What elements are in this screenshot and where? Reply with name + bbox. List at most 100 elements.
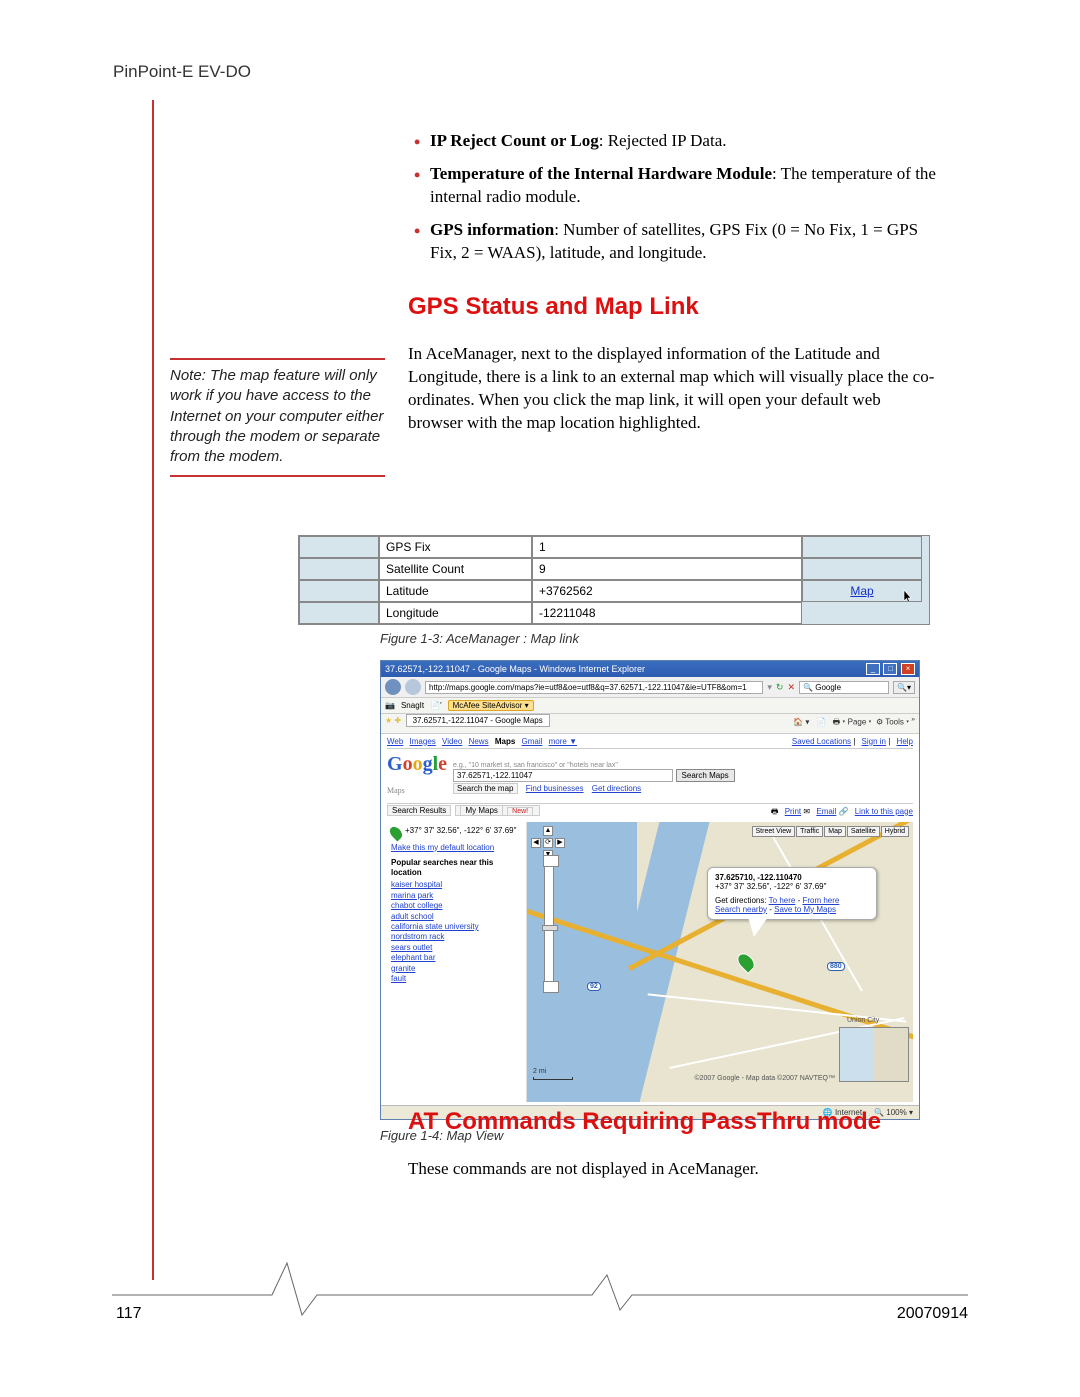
popular-link[interactable]: nordstrom rack xyxy=(391,932,522,942)
map-canvas[interactable]: 92 880 84 Union City ▲ ◀ ▶ ▼ ⟳ xyxy=(527,822,913,1102)
nav-link[interactable]: Images xyxy=(410,737,436,746)
pan-left[interactable]: ◀ xyxy=(531,838,541,848)
bullet-label: GPS information xyxy=(430,220,554,239)
map-type-btn[interactable]: Hybrid xyxy=(881,826,909,837)
url-field[interactable]: http://maps.google.com/maps?ie=utf8&oe=u… xyxy=(425,681,763,694)
nav-link[interactable]: Gmail xyxy=(522,737,543,746)
gps-table: GPS Fix 1 Satellite Count 9 Latitude +37… xyxy=(298,535,930,625)
map-link[interactable]: Map xyxy=(802,580,922,602)
map-type-btn[interactable]: Satellite xyxy=(847,826,880,837)
table-value: -12211048 xyxy=(532,602,802,624)
nav-link[interactable]: Video xyxy=(442,737,462,746)
results-bar: Search Results My Maps New! 🖶 Print ✉ Em… xyxy=(387,803,913,822)
result-item[interactable]: +37° 37' 32.56", -122° 6' 37.69" xyxy=(391,826,522,840)
browser-tab[interactable]: 37.62571,-122.11047 - Google Maps xyxy=(406,714,550,727)
browser-search[interactable]: 🔍 Google xyxy=(799,681,889,694)
close-button[interactable]: × xyxy=(901,663,915,675)
print-link[interactable]: Print xyxy=(785,807,801,816)
tools-menu[interactable]: Tools xyxy=(885,718,904,727)
popular-link[interactable]: adult school xyxy=(391,912,522,922)
email-link[interactable]: Email xyxy=(816,807,836,816)
popular-link[interactable]: california state university xyxy=(391,922,522,932)
pan-up[interactable]: ▲ xyxy=(543,826,553,836)
go-button[interactable]: 🔍▾ xyxy=(893,681,915,694)
map-search-input[interactable]: 37.62571,-122.11047 xyxy=(453,769,673,782)
map-type-btn[interactable]: Street View xyxy=(752,826,796,837)
search-hint: e.g., "10 market st, san francisco" or "… xyxy=(453,762,618,769)
margin-rule xyxy=(152,100,154,1280)
bullet-list: IP Reject Count or Log: Rejected IP Data… xyxy=(408,130,938,265)
popular-link[interactable]: granite xyxy=(391,964,522,974)
nav-link[interactable]: Sign in xyxy=(862,737,886,746)
popular-link[interactable]: kaiser hospital xyxy=(391,880,522,890)
sub-link[interactable]: Get directions xyxy=(592,784,641,793)
results-tab[interactable]: My Maps New! xyxy=(455,805,540,816)
maximize-button[interactable]: □ xyxy=(883,663,897,675)
table-value: +3762562 xyxy=(532,580,802,602)
popular-link[interactable]: elephant bar xyxy=(391,953,522,963)
minimize-button[interactable]: _ xyxy=(866,663,880,675)
table-label: GPS Fix xyxy=(379,536,532,558)
page-menu[interactable]: Page xyxy=(848,718,867,727)
bullet-label: Temperature of the Internal Hardware Mod… xyxy=(430,164,772,183)
toolbar-label: SnagIt xyxy=(401,701,424,710)
nav-link[interactable]: News xyxy=(469,737,489,746)
pan-center[interactable]: ⟳ xyxy=(543,838,553,848)
tab-text: My Maps xyxy=(460,805,502,816)
popular-link[interactable]: sears outlet xyxy=(391,943,522,953)
sub-link[interactable]: Find businesses xyxy=(526,784,584,793)
map-type-btn[interactable]: Map xyxy=(824,826,846,837)
hwy-shield: 880 xyxy=(827,962,845,971)
nav-link-active[interactable]: Maps xyxy=(495,737,515,746)
city-label: Union City xyxy=(847,1017,879,1024)
nav-link[interactable]: Saved Locations xyxy=(792,737,851,746)
popular-searches: Popular searches near this location kais… xyxy=(391,858,522,985)
nav-link[interactable]: Web xyxy=(387,737,403,746)
search-nearby-link[interactable]: Search nearby xyxy=(715,905,767,914)
section-paragraph: In AceManager, next to the displayed inf… xyxy=(408,343,938,435)
bullet-text: : Rejected IP Data. xyxy=(599,131,727,150)
map-type-btn[interactable]: Traffic xyxy=(796,826,823,837)
sub-link[interactable]: Search the map xyxy=(453,783,517,794)
overview-map[interactable] xyxy=(839,1027,909,1082)
to-here-link[interactable]: To here xyxy=(769,896,796,905)
callout-title: 37.625710, -122.110470 xyxy=(715,873,869,882)
window-buttons: _ □ × xyxy=(865,663,915,675)
marker-icon xyxy=(388,824,405,841)
hwy-shield: 92 xyxy=(587,982,601,991)
page-number: 117 xyxy=(116,1305,142,1323)
table-label: Satellite Count xyxy=(379,558,532,580)
results-tab[interactable]: Search Results xyxy=(387,805,451,816)
make-default-link[interactable]: Make this my default location xyxy=(391,843,494,852)
save-link[interactable]: Save to My Maps xyxy=(774,905,836,914)
forward-button[interactable] xyxy=(405,679,421,695)
table-label: Longitude xyxy=(379,602,532,624)
figure-map-view: 37.62571,-122.11047 - Google Maps - Wind… xyxy=(380,660,930,1143)
table-gap xyxy=(299,602,379,624)
bullet-item: IP Reject Count or Log: Rejected IP Data… xyxy=(408,130,938,153)
google-search-row: GoogleMaps e.g., "10 market st, san fran… xyxy=(387,749,913,803)
pan-right[interactable]: ▶ xyxy=(555,838,565,848)
section-paragraph: These commands are not displayed in AceM… xyxy=(408,1158,938,1181)
nav-link[interactable]: more ▼ xyxy=(549,737,577,746)
zoom-handle[interactable] xyxy=(542,925,558,931)
popular-heading: Popular searches near this location xyxy=(391,858,522,879)
callout-sub: +37° 37' 32.56", -122° 6' 37.69" xyxy=(715,882,869,891)
nav-link[interactable]: Help xyxy=(897,737,913,746)
table-value: 1 xyxy=(532,536,802,558)
popular-link[interactable]: fault xyxy=(391,974,522,984)
section-2: AT Commands Requiring PassThru mode Thes… xyxy=(408,1080,938,1181)
main-content: IP Reject Count or Log: Rejected IP Data… xyxy=(408,130,938,434)
popular-link[interactable]: marina park xyxy=(391,891,522,901)
tab-label: 37.62571,-122.11047 - Google Maps xyxy=(413,716,543,725)
results-panel: +37° 37' 32.56", -122° 6' 37.69" Make th… xyxy=(387,822,527,1102)
from-here-link[interactable]: From here xyxy=(802,896,839,905)
back-button[interactable] xyxy=(385,679,401,695)
popular-link[interactable]: chabot college xyxy=(391,901,522,911)
browser-tools: 🏠 ▾ 📄 🖶 ▾ Page ▾ ⚙ Tools ▾ » xyxy=(793,716,915,731)
search-maps-button[interactable]: Search Maps xyxy=(676,769,735,782)
zoom-slider[interactable] xyxy=(544,864,554,984)
map-controls: ▲ ◀ ▶ ▼ ⟳ xyxy=(531,826,567,988)
permalink[interactable]: Link to this page xyxy=(855,807,913,816)
figure-caption: Figure 1-3: AceManager : Map link xyxy=(380,631,930,646)
